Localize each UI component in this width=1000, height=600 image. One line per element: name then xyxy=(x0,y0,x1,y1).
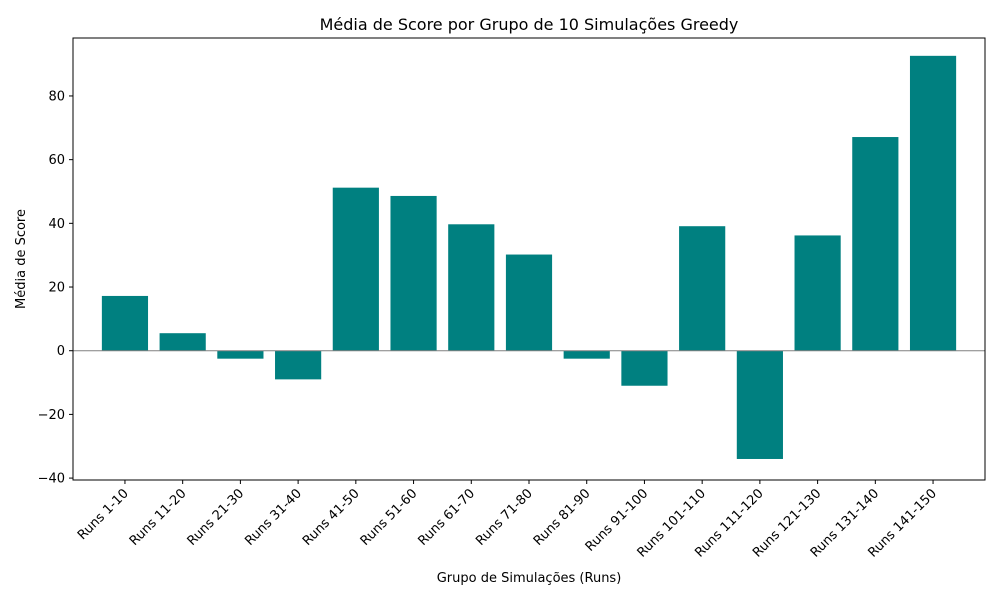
y-tick-label: 20 xyxy=(48,281,65,296)
plot-frame xyxy=(72,37,986,481)
bar xyxy=(448,224,495,351)
bar xyxy=(101,295,149,351)
y-tick-label: −20 xyxy=(38,408,65,423)
bar xyxy=(275,350,322,380)
y-tick-label: 0 xyxy=(57,344,65,359)
bar xyxy=(736,350,783,459)
chart-title: Média de Score por Grupo de 10 Simulaçõe… xyxy=(320,15,739,34)
bar xyxy=(852,137,899,351)
bars-group xyxy=(101,55,957,459)
y-tick-label: 80 xyxy=(48,89,65,104)
bar xyxy=(332,187,379,351)
bar xyxy=(909,55,957,351)
bar xyxy=(159,333,206,351)
bar xyxy=(217,350,264,359)
y-axis-ticks: −40 −20 0 20 40 60 80 xyxy=(38,89,73,487)
bar xyxy=(679,226,726,351)
bar xyxy=(794,235,841,351)
y-tick-label: 60 xyxy=(48,153,65,168)
bar xyxy=(390,195,437,351)
y-tick-label: −40 xyxy=(38,472,65,487)
bar xyxy=(621,350,668,386)
bar xyxy=(563,350,610,359)
y-tick-label: 40 xyxy=(48,217,65,232)
y-axis-label: Média de Score xyxy=(14,209,29,309)
x-axis-label: Grupo de Simulações (Runs) xyxy=(437,571,622,586)
bar xyxy=(505,254,553,351)
